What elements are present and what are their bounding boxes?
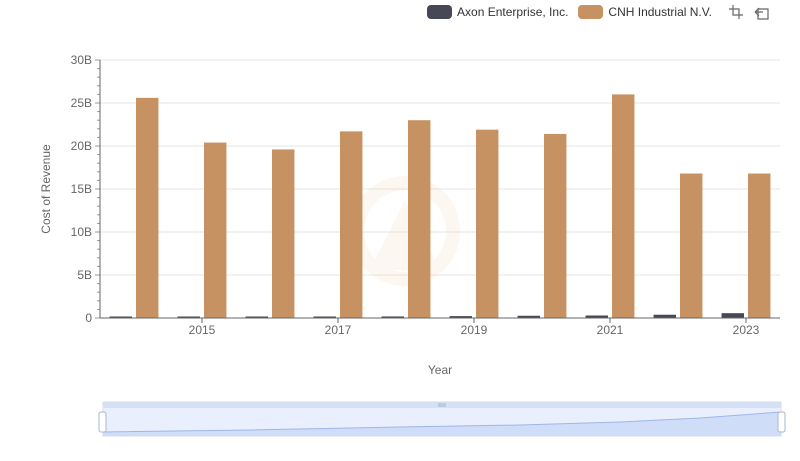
bar-cnh-2019[interactable] (476, 129, 499, 318)
x-tick-label: 2023 (733, 323, 760, 337)
y-tick-label: 0 (85, 311, 92, 325)
y-tick-label: 15B (71, 182, 92, 196)
bar-axon-2020[interactable] (517, 315, 540, 318)
y-tick-label: 30B (71, 53, 92, 67)
bar-cnh-2014[interactable] (136, 97, 159, 318)
zoom-handle-left[interactable] (98, 411, 107, 433)
bar-axon-2014[interactable] (109, 316, 132, 319)
y-tick-label: 20B (71, 139, 92, 153)
bar-cnh-2015[interactable] (204, 142, 227, 318)
bar-cnh-2018[interactable] (408, 120, 431, 318)
bar-cnh-2023[interactable] (748, 173, 771, 318)
x-tick-label: 2017 (325, 323, 352, 337)
bar-axon-2017[interactable] (313, 316, 336, 319)
x-tick-label: 2021 (597, 323, 624, 337)
legend-label-axon: Axon Enterprise, Inc. (457, 5, 569, 19)
bars (109, 94, 771, 319)
zoom-drag-grip[interactable] (438, 403, 446, 407)
bar-axon-2023[interactable] (721, 313, 744, 318)
x-tick-label: 2015 (189, 323, 216, 337)
bar-axon-2015[interactable] (177, 316, 200, 319)
legend-item-axon[interactable]: Axon Enterprise, Inc. (427, 5, 568, 19)
bar-axon-2019[interactable] (449, 316, 472, 318)
toolbox (718, 4, 770, 20)
axes: 0 5B 10B 15B 20B 25B 30B 2015 2017 2019 2021 2023 (71, 53, 780, 337)
zoom-top-bar[interactable] (103, 402, 781, 408)
legend-swatch-axon (427, 5, 453, 19)
bar-cnh-2017[interactable] (340, 131, 363, 318)
bar-axon-2022[interactable] (653, 314, 676, 318)
bar-cnh-2020[interactable] (544, 133, 567, 318)
restore-icon[interactable] (754, 4, 770, 20)
bar-axon-2016[interactable] (245, 316, 268, 319)
y-tick-label: 25B (71, 96, 92, 110)
bar-axon-2021[interactable] (585, 315, 608, 318)
watermark-logo (350, 176, 460, 286)
bar-axon-2018[interactable] (381, 316, 404, 318)
x-axis-title: Year (428, 363, 452, 377)
x-tick-label: 2019 (461, 323, 488, 337)
y-axis-title: Cost of Revenue (39, 144, 53, 234)
legend: Axon Enterprise, Inc. CNH Industrial N.V… (417, 4, 770, 20)
y-tick-label: 10B (71, 225, 92, 239)
bar-cnh-2016[interactable] (272, 149, 295, 318)
zoom-icon[interactable] (728, 4, 744, 20)
y-tick-label: 5B (77, 268, 92, 282)
zoom-handle-right[interactable] (777, 411, 786, 433)
legend-item-cnh[interactable]: CNH Industrial N.V. (578, 5, 712, 19)
zoom-preview-line (102, 411, 782, 433)
bar-cnh-2021[interactable] (612, 94, 635, 319)
grid-lines (100, 59, 780, 276)
legend-swatch-cnh (578, 5, 604, 19)
legend-label-cnh: CNH Industrial N.V. (608, 5, 712, 19)
bar-cnh-2022[interactable] (680, 173, 703, 318)
data-zoom-slider[interactable] (98, 401, 786, 437)
